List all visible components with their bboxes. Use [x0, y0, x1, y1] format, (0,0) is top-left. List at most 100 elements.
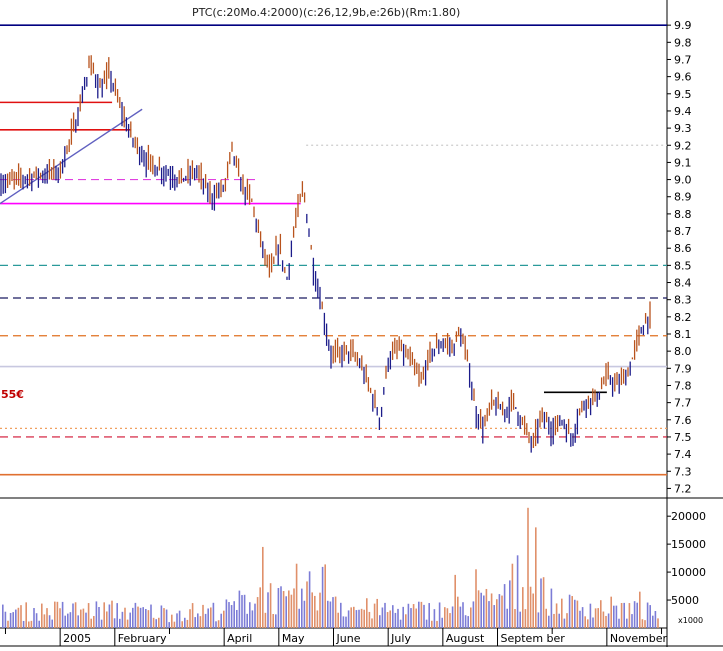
volume-bar	[594, 608, 597, 628]
volume-bar	[329, 601, 332, 628]
volume-bar	[355, 610, 358, 628]
volume-bar	[90, 618, 92, 628]
volume-bar	[589, 603, 592, 628]
volume-bar	[207, 608, 209, 628]
volume-bar	[67, 613, 69, 628]
volume-bar	[386, 612, 389, 628]
volume-bar	[137, 606, 139, 628]
volume-bar	[605, 615, 607, 628]
volume-bar	[181, 621, 183, 628]
volume-bar	[373, 603, 376, 628]
volume-bar	[64, 615, 66, 628]
volume-bar	[402, 606, 404, 628]
volume-bar	[199, 616, 202, 628]
chart-header-text: PTC(c:20Mo.4:2000)(c:26,12,9b,e:26b)(Rm:…	[192, 6, 460, 19]
volume-bar	[197, 613, 199, 628]
volume-bar	[600, 600, 602, 628]
volume-bar	[628, 603, 631, 628]
volume-bar	[389, 610, 391, 628]
month-label: July	[390, 632, 411, 645]
price-tick-label: 7.3	[674, 465, 692, 478]
volume-bar	[524, 609, 527, 628]
volume-bar	[350, 607, 352, 628]
volume-bar	[457, 596, 459, 628]
volume-bar	[262, 546, 264, 628]
volume-bar	[501, 595, 503, 628]
price-marker-label: 55€	[1, 388, 24, 401]
volume-bar	[649, 605, 651, 628]
volume-bar	[15, 609, 17, 628]
month-label: August	[446, 632, 485, 645]
price-tick-label: 7.5	[674, 431, 692, 444]
volume-bar	[324, 564, 326, 628]
volume-bar	[25, 602, 27, 628]
volume-bar	[566, 613, 568, 628]
volume-bar	[428, 603, 430, 628]
volume-bar	[285, 596, 287, 628]
volume-bar	[345, 616, 347, 628]
volume-bar	[340, 602, 342, 628]
month-label: November	[610, 632, 668, 645]
volume-bar	[550, 588, 553, 628]
price-tick-label: 8.3	[674, 294, 692, 307]
volume-bar	[477, 590, 480, 628]
volume-bar	[176, 613, 178, 628]
volume-bar	[657, 618, 659, 628]
volume-bar	[431, 620, 433, 628]
volume-bar	[454, 574, 456, 628]
volume-bar	[347, 610, 350, 628]
volume-bar	[20, 605, 22, 628]
volume-bar	[46, 608, 48, 628]
volume-bar	[384, 602, 386, 628]
volume-bar	[514, 609, 516, 628]
volume-bar	[267, 592, 269, 628]
volume-bar	[233, 601, 235, 628]
volume-bar	[558, 613, 560, 628]
volume-unit-label: x1000	[678, 616, 703, 625]
volume-bar	[506, 608, 508, 628]
price-tick-label: 8.6	[674, 242, 692, 255]
volume-bar	[311, 592, 313, 628]
volume-bar	[259, 587, 261, 628]
volume-bar	[124, 607, 126, 628]
volume-bar	[519, 611, 521, 628]
volume-bar	[272, 614, 274, 628]
volume-bar	[563, 618, 566, 628]
volume-bar	[202, 604, 204, 628]
volume-bar	[540, 578, 542, 628]
volume-bar	[212, 602, 215, 628]
volume-bar	[332, 597, 334, 628]
price-tick-label: 8.0	[674, 345, 692, 358]
volume-bar	[22, 620, 25, 628]
price-tick-label: 9.6	[674, 71, 692, 84]
volume-bar	[631, 614, 633, 628]
volume-bar	[301, 588, 303, 628]
volume-bar	[106, 611, 108, 628]
volume-bar	[407, 603, 410, 628]
volume-tick-label: 15000	[671, 538, 706, 551]
volume-bar	[38, 620, 40, 628]
volume-bar	[314, 595, 316, 628]
volume-bar	[394, 612, 397, 628]
volume-bar	[41, 603, 43, 628]
volume-bar	[618, 618, 620, 628]
volume-bar	[425, 619, 428, 628]
volume-bar	[548, 615, 550, 628]
month-label: April	[227, 632, 252, 645]
volume-bar	[223, 610, 225, 628]
price-tick-label: 9.7	[674, 53, 692, 66]
volume-bar	[191, 603, 194, 628]
volume-bar	[308, 571, 311, 628]
volume-bar	[633, 601, 636, 628]
price-tick-label: 7.8	[674, 379, 692, 392]
volume-bar	[251, 610, 254, 628]
volume-bar	[366, 598, 368, 628]
volume-bar	[392, 605, 394, 628]
volume-bar	[537, 612, 540, 628]
volume-bar	[121, 611, 124, 628]
volume-bar	[418, 601, 420, 628]
volume-bar	[171, 614, 173, 628]
volume-bar	[319, 592, 321, 628]
volume-bar	[353, 606, 355, 628]
volume-bar	[334, 596, 337, 628]
